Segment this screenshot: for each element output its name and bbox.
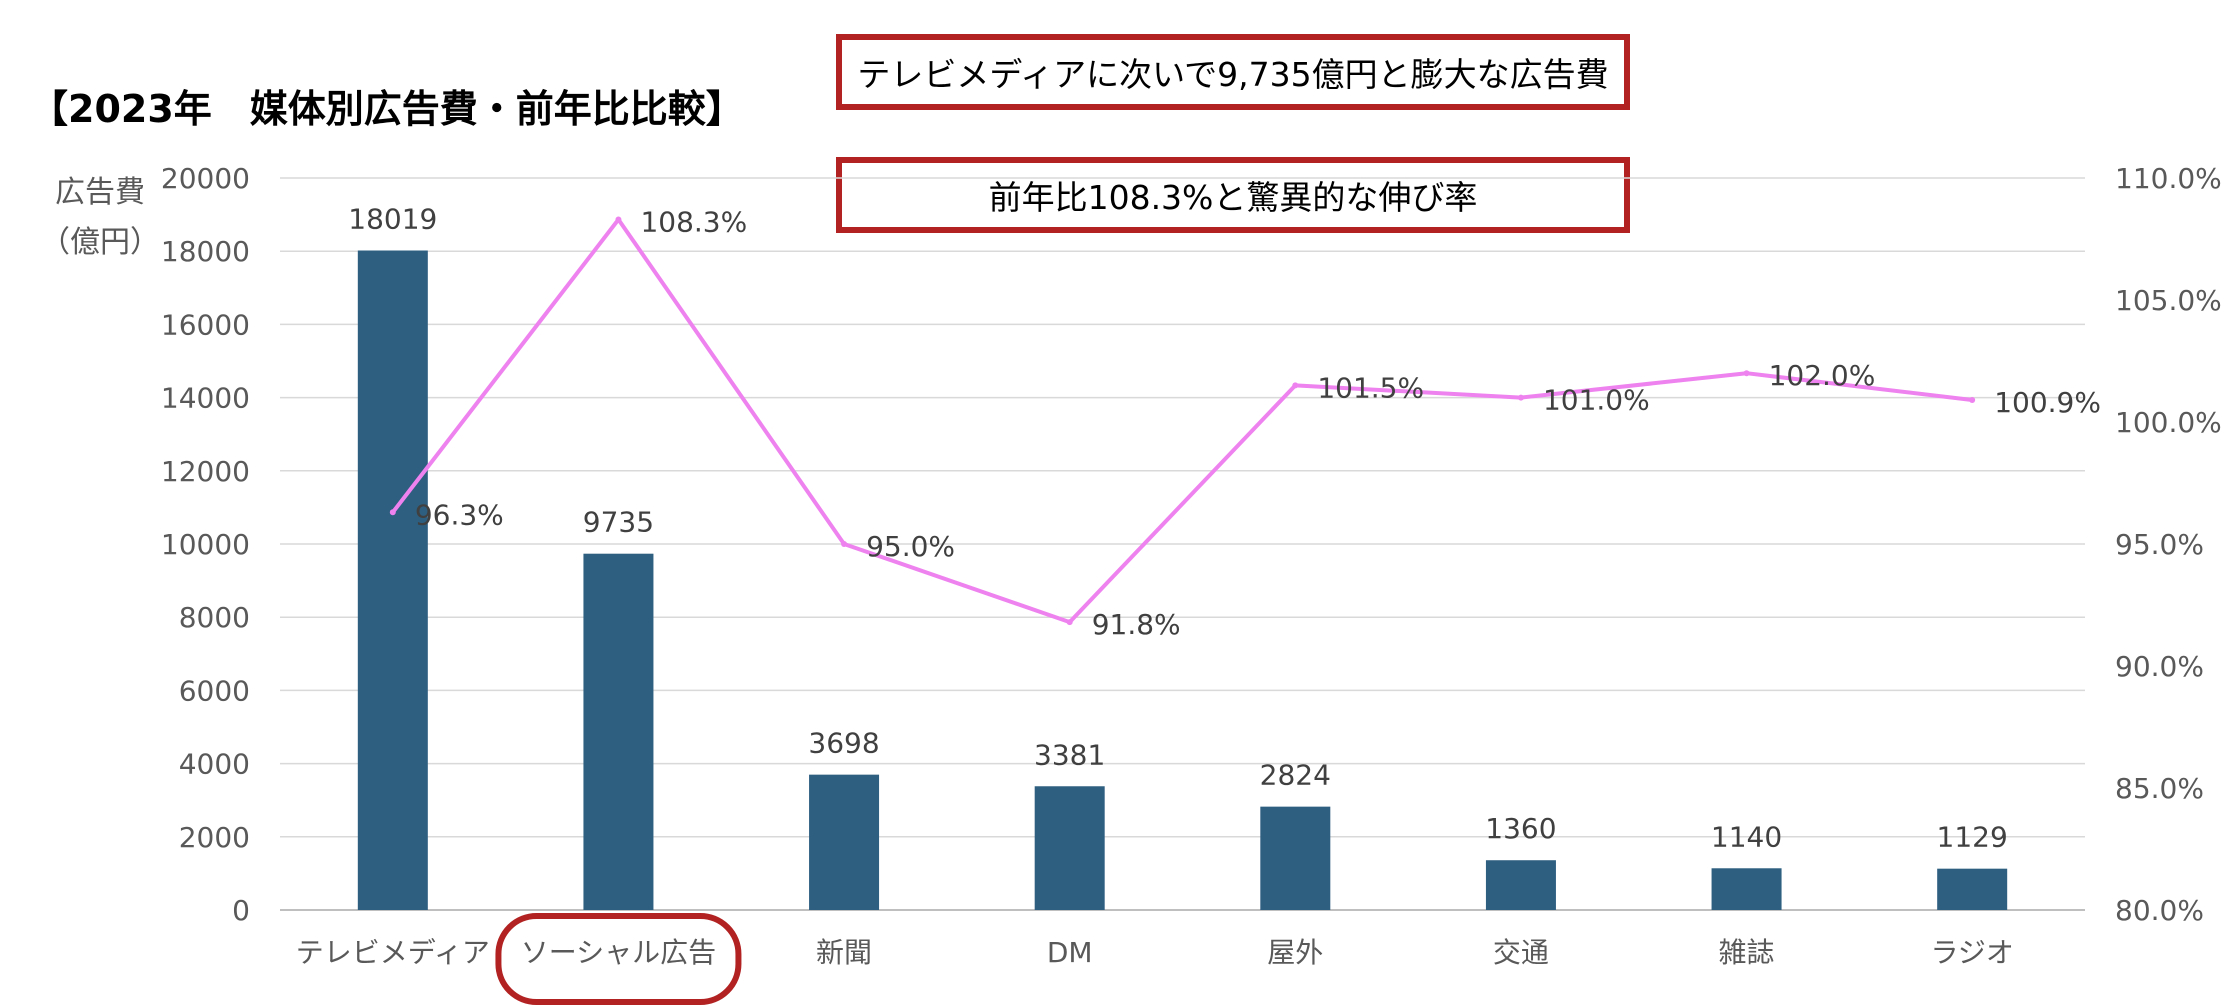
x-tick-label: 交通 [1493,936,1549,969]
line-point [1743,370,1750,377]
line-point [1517,394,1524,401]
line-data-label: 100.9% [1994,386,2101,419]
x-tick-label: ソーシャル広告 [521,936,716,969]
y-tick-label: 6000 [179,674,250,707]
bar-data-label: 3698 [808,727,879,760]
callout-ad-spend: テレビメディアに次いで9,735億円と膨大な広告費 [836,34,1630,110]
y-axis-label: 広告費 （億円） [40,168,160,268]
bar [1034,786,1105,910]
highlight-outline [495,913,742,1005]
y-axis-label-line1: 広告費 [55,175,145,210]
x-tick-label: 新聞 [816,936,872,969]
callout-growth-rate-text: 前年比108.3%と驚異的な伸び率 [988,178,1478,217]
line-point [1969,397,1976,404]
y2-tick-label: 85.0% [2115,772,2204,805]
bar [357,250,428,911]
line-point [841,541,848,547]
x-tick-label: 屋外 [1267,936,1323,969]
y-tick-label: 20000 [161,162,250,195]
line-data-label: 102.0% [1769,359,1876,392]
y-tick-label: 10000 [161,528,250,561]
bar [809,774,880,910]
y-tick-label: 18000 [161,235,250,268]
y-tick-label: 12000 [161,455,250,488]
line-data-label: 96.3% [415,498,504,531]
y-axis-label-line2: （億円） [40,225,160,260]
line-point [615,216,622,223]
line-data-label: 95.0% [866,530,955,563]
y-tick-label: 2000 [179,821,250,854]
y2-tick-label: 95.0% [2115,528,2204,561]
bar-data-label: 18019 [348,203,437,236]
y2-tick-label: 105.0% [2115,284,2222,317]
line-point [1066,619,1073,626]
x-tick-label: テレビメディア [296,936,490,969]
bar-data-label: 3381 [1034,738,1105,771]
bar [1711,868,1782,910]
callout-ad-spend-text: テレビメディアに次いで9,735億円と膨大な広告費 [857,55,1609,94]
line-data-label: 101.0% [1543,384,1650,417]
y2-tick-label: 100.0% [2115,406,2222,439]
y-tick-label: 8000 [179,601,250,634]
bar-data-label: 9735 [583,506,654,539]
x-tick-label: DM [1047,936,1093,969]
line-point [1292,382,1299,389]
line-data-label: 101.5% [1317,371,1424,404]
x-tick-label: ラジオ [1930,936,2013,969]
y2-tick-label: 90.0% [2115,650,2204,683]
x-tick-label: 雑誌 [1719,936,1775,969]
y-tick-label: 14000 [161,382,250,415]
y-tick-label: 4000 [179,748,250,781]
bar [1260,806,1331,910]
bar-data-label: 2824 [1260,759,1331,792]
y2-tick-label: 110.0% [2115,162,2222,195]
bar [1485,860,1556,910]
y-tick-label: 16000 [161,308,250,341]
chart-title: 【2023年 媒体別広告費・前年比比較】 [30,87,744,131]
callout-growth-rate: 前年比108.3%と驚異的な伸び率 [836,157,1630,233]
line-point [389,509,396,516]
bar [583,553,654,910]
bar [1937,868,2008,910]
bar-data-label: 1129 [1937,821,2008,854]
line-data-label: 108.3% [640,205,747,238]
y-tick-label: 0 [232,894,250,927]
y2-tick-label: 80.0% [2115,894,2204,927]
growth-rate-line [391,217,1973,625]
line-data-label: 91.8% [1092,608,1181,641]
bar-data-label: 1140 [1711,820,1782,853]
bar-data-label: 1360 [1485,812,1556,845]
